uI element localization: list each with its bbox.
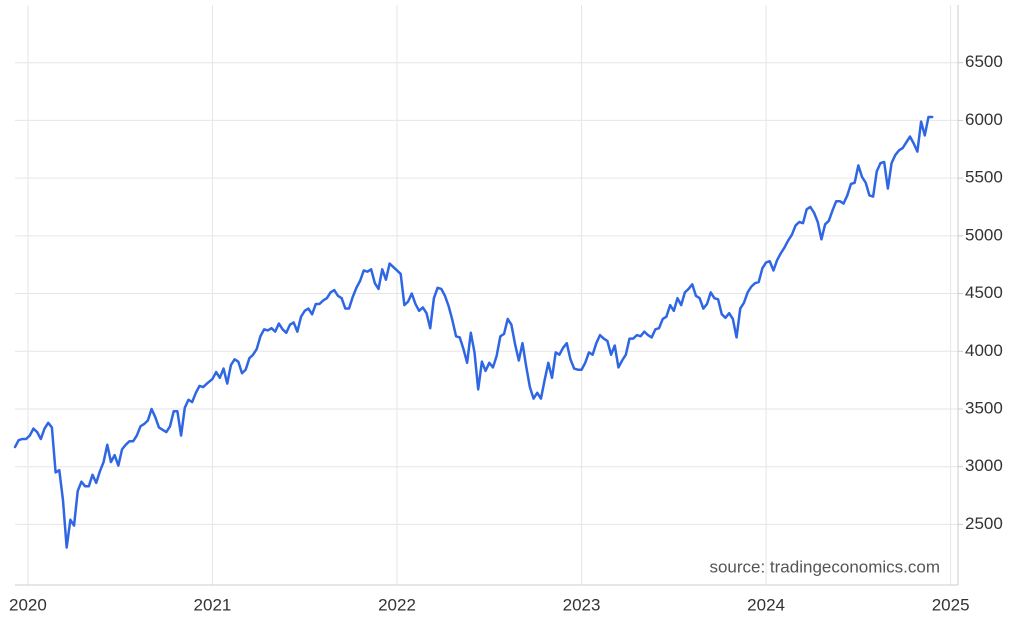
x-tick-label: 2025 — [932, 595, 970, 614]
y-tick-label: 6500 — [965, 52, 1003, 71]
y-tick-label: 6000 — [965, 110, 1003, 129]
y-tick-label: 5500 — [965, 168, 1003, 187]
price-line — [13, 115, 934, 549]
x-tick-label: 2024 — [747, 595, 785, 614]
y-tick-label: 5000 — [965, 225, 1003, 244]
y-tick-label: 3000 — [965, 456, 1003, 475]
y-tick-label: 3500 — [965, 398, 1003, 417]
source-note: source: tradingeconomics.com — [709, 557, 940, 576]
x-tick-label: 2023 — [563, 595, 601, 614]
y-tick-label: 4000 — [965, 341, 1003, 360]
x-tick-label: 2020 — [9, 595, 47, 614]
y-tick-label: 2500 — [965, 514, 1003, 533]
x-tick-label: 2022 — [378, 595, 416, 614]
y-tick-label: 4500 — [965, 283, 1003, 302]
x-tick-label: 2021 — [194, 595, 232, 614]
